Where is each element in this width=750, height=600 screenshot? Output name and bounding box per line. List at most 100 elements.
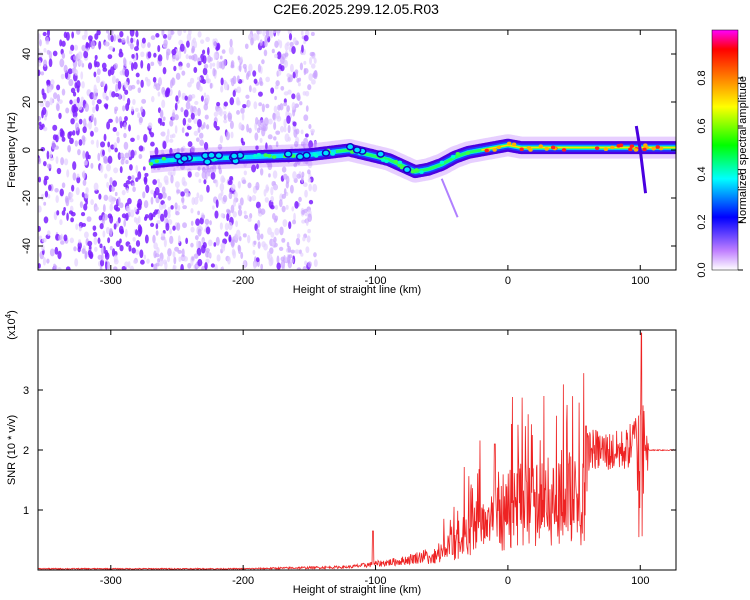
noise-blob [209,166,214,174]
noise-blob [150,35,156,41]
spectrogram-noise [38,30,318,270]
noise-blob [123,81,129,89]
noise-blob [205,73,209,83]
noise-blob [173,167,176,176]
noise-blob [201,79,207,85]
noise-blob [167,195,172,201]
noise-blob [130,137,135,142]
noise-blob [70,44,75,52]
noise-blob [187,118,192,123]
noise-blob [224,222,229,231]
noise-blob [169,235,174,245]
noise-blob [129,30,135,37]
noise-blob [162,140,167,150]
noise-blob [170,174,174,184]
noise-blob [53,92,58,100]
noise-blob [255,257,260,263]
noise-blob [84,250,88,259]
noise-blob [310,31,315,37]
noise-blob [167,206,171,214]
noise-blob [87,154,91,160]
noise-blob [42,107,47,116]
noise-blob [126,97,131,106]
noise-blob [99,243,103,249]
noise-blob [58,234,62,241]
noise-blob [73,246,77,252]
noise-blob [112,266,118,270]
y-tick-label: 0 [21,147,33,153]
noise-blob [292,219,297,225]
ridge-ring [229,152,239,160]
ridge-blob [550,145,556,150]
noise-blob [154,147,159,156]
ridge-ring [345,143,355,151]
noise-blob [69,137,74,145]
noise-blob [172,251,176,258]
noise-blob [303,60,307,65]
noise-blob [135,177,139,182]
noise-blob [276,262,281,270]
noise-blob [129,265,135,270]
noise-blob [279,103,284,111]
noise-blob [218,61,223,69]
noise-blob [150,95,155,103]
noise-blob [138,154,143,159]
noise-blob [220,189,224,196]
noise-blob [284,42,289,51]
noise-blob [253,240,257,245]
noise-blob [106,261,111,270]
noise-blob [90,130,94,137]
noise-blob [56,103,60,112]
noise-blob [66,212,69,222]
noise-blob [260,263,264,270]
noise-blob [160,213,165,222]
noise-blob [169,30,175,35]
noise-blob [54,187,59,193]
noise-blob [265,76,271,83]
noise-blob [173,65,177,72]
noise-blob [245,94,250,99]
noise-blob [116,34,120,41]
noise-blob [150,132,155,138]
noise-blob [171,112,176,121]
noise-blob [243,170,247,176]
noise-blob [260,233,264,240]
noise-blob [103,156,108,163]
y-tick-label: 2 [23,445,29,457]
noise-blob [237,209,243,217]
noise-blob [252,261,257,270]
noise-blob [99,265,103,270]
noise-blob [209,82,213,89]
x-tick-label: -100 [365,275,387,287]
noise-blob [143,200,149,209]
noise-blob [106,181,110,188]
noise-blob [213,52,217,61]
noise-blob [139,225,143,235]
noise-blob [194,100,199,105]
noise-blob [124,68,130,78]
noise-blob [51,140,56,150]
noise-blob [266,250,270,260]
noise-blob [55,195,59,203]
ridge-ring [214,151,224,160]
noise-blob [310,63,316,69]
noise-blob [255,117,259,125]
noise-blob [188,55,192,60]
snr-multiplier: (x104) [4,310,18,340]
noise-blob [216,254,221,262]
noise-blob [296,173,302,179]
noise-blob [186,40,190,48]
noise-blob [190,145,196,153]
noise-blob [42,161,47,167]
noise-blob [196,239,199,249]
noise-blob [52,50,58,57]
noise-blob [82,150,86,160]
colorbar-tick-label: 0.0 [696,262,708,277]
noise-blob [38,235,43,241]
noise-blob [252,87,257,94]
noise-blob [188,30,192,36]
spectrogram-y-ticks: -40 -20 0 20 40 [21,48,676,254]
noise-blob [279,125,285,133]
noise-blob [96,68,101,76]
noise-blob [154,186,160,196]
